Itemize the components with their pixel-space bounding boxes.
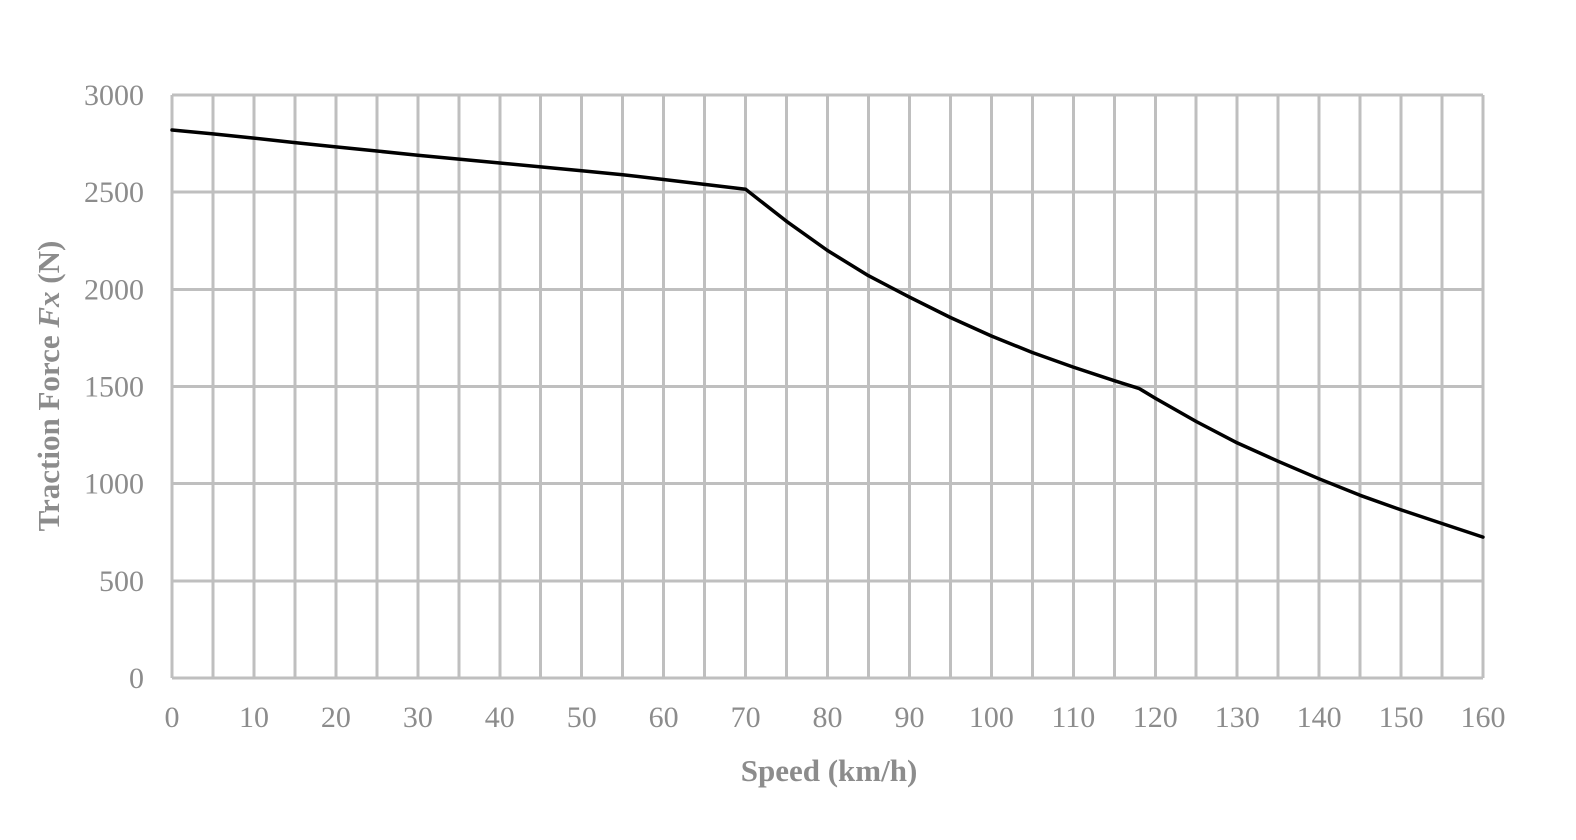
x-axis-tick-labels: 0 10 20 30 40 50 60 70 80 90 100 110 120 130 140 150 160	[165, 701, 1506, 734]
x-tick-label: 0	[165, 701, 180, 734]
grid	[170, 93, 1485, 680]
y-axis-title-symbol: Fx	[31, 291, 66, 328]
x-tick-label: 120	[1133, 701, 1178, 734]
x-tick-label: 80	[813, 701, 843, 734]
x-tick-label: 140	[1297, 701, 1342, 734]
y-tick-label: 1500	[84, 371, 144, 404]
x-tick-label: 20	[321, 701, 351, 734]
x-tick-label: 60	[649, 701, 679, 734]
x-tick-label: 40	[485, 701, 515, 734]
x-axis-title: Speed (km/h)	[741, 753, 918, 788]
y-axis-title-prefix: Traction Force	[31, 328, 66, 532]
y-tick-label: 500	[99, 565, 144, 598]
y-tick-label: 0	[129, 662, 144, 695]
traction-force-line	[170, 128, 1485, 539]
x-tick-label: 150	[1379, 701, 1424, 734]
y-tick-label: 2000	[84, 273, 144, 306]
y-tick-label: 1000	[84, 468, 144, 501]
y-tick-label: 2500	[84, 176, 144, 209]
y-tick-label: 3000	[84, 79, 144, 112]
y-axis-title-suffix: (N)	[31, 241, 66, 292]
y-axis-tick-labels: 0 500 1000 1500 2000 2500 3000	[84, 79, 144, 695]
x-tick-label: 10	[239, 701, 269, 734]
x-tick-label: 100	[969, 701, 1014, 734]
x-tick-label: 70	[731, 701, 761, 734]
y-axis-title: Traction Force Fx (N)	[31, 241, 66, 532]
x-tick-label: 90	[894, 701, 924, 734]
x-tick-label: 110	[1051, 701, 1095, 734]
x-tick-label: 130	[1215, 701, 1260, 734]
series-layer	[170, 128, 1485, 539]
x-tick-label: 30	[403, 701, 433, 734]
x-tick-label: 50	[567, 701, 597, 734]
x-tick-label: 160	[1461, 701, 1506, 734]
